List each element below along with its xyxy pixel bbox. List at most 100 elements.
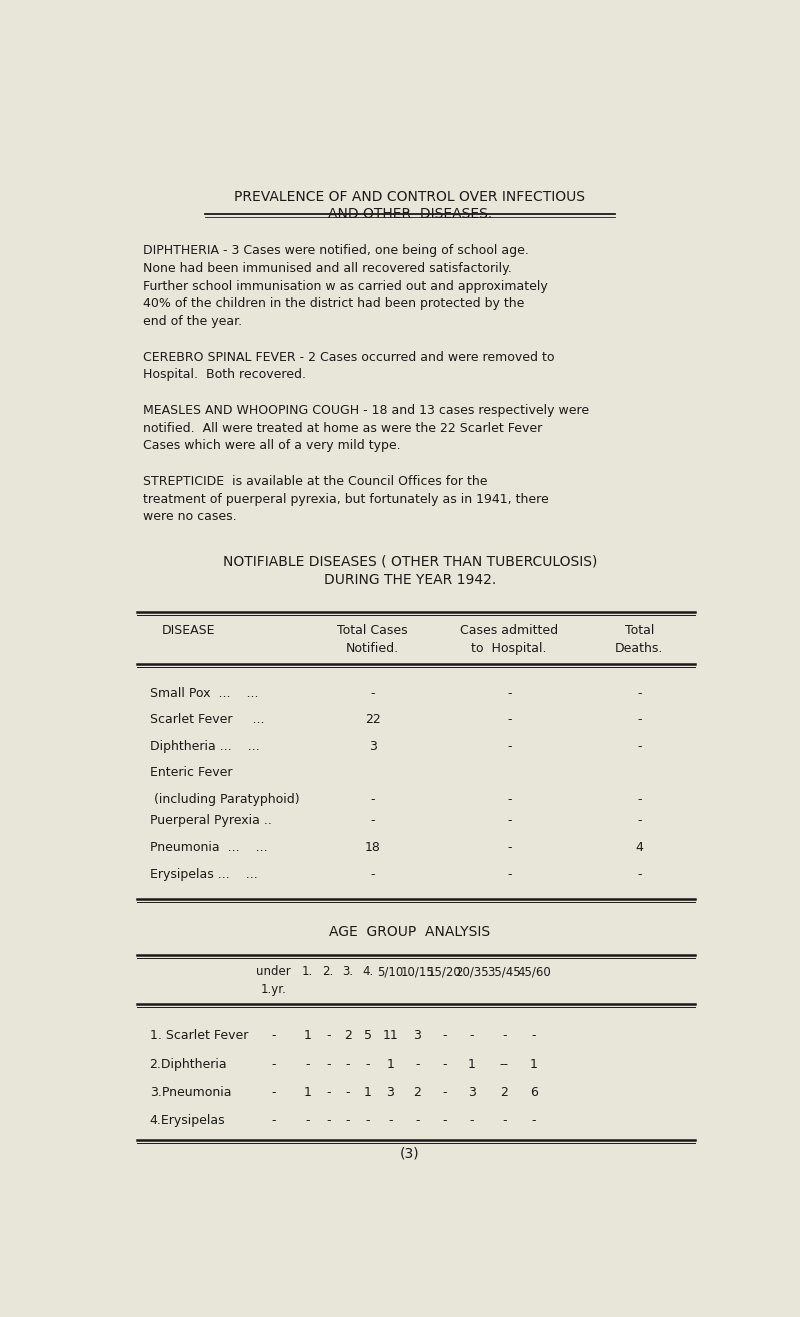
Text: 5/10: 5/10 — [377, 965, 403, 979]
Text: Enteric Fever: Enteric Fever — [150, 766, 232, 780]
Text: to  Hospital.: to Hospital. — [471, 641, 547, 655]
Text: Scarlet Fever     ...: Scarlet Fever ... — [150, 714, 264, 726]
Text: Total: Total — [625, 624, 654, 636]
Text: 3: 3 — [369, 740, 377, 753]
Text: 15/20: 15/20 — [428, 965, 462, 979]
Text: Further school immunisation w as carried out and approximately: Further school immunisation w as carried… — [143, 279, 548, 292]
Text: 20/35: 20/35 — [455, 965, 489, 979]
Text: -: - — [507, 714, 511, 726]
Text: notified.  All were treated at home as were the 22 Scarlet Fever: notified. All were treated at home as we… — [143, 421, 542, 435]
Text: -: - — [370, 814, 375, 827]
Text: DISEASE: DISEASE — [162, 624, 215, 636]
Text: Small Pox  ...    ...: Small Pox ... ... — [150, 686, 258, 699]
Text: -: - — [370, 868, 375, 881]
Text: 1: 1 — [304, 1029, 312, 1042]
Text: -: - — [346, 1087, 350, 1098]
Text: -: - — [507, 868, 511, 881]
Text: NOTIFIABLE DISEASES ( OTHER THAN TUBERCULOSIS): NOTIFIABLE DISEASES ( OTHER THAN TUBERCU… — [223, 554, 597, 569]
Text: 1: 1 — [468, 1058, 476, 1071]
Text: 4.Erysipelas: 4.Erysipelas — [150, 1114, 226, 1127]
Text: 1: 1 — [530, 1058, 538, 1071]
Text: -: - — [532, 1029, 536, 1042]
Text: -: - — [470, 1029, 474, 1042]
Text: 2: 2 — [414, 1087, 422, 1098]
Text: 2: 2 — [344, 1029, 352, 1042]
Text: -: - — [271, 1058, 276, 1071]
Text: 1.yr.: 1.yr. — [261, 982, 286, 996]
Text: None had been immunised and all recovered satisfactorily.: None had been immunised and all recovere… — [143, 262, 512, 275]
Text: -: - — [637, 868, 642, 881]
Text: 4: 4 — [635, 842, 643, 853]
Text: (3): (3) — [400, 1147, 420, 1160]
Text: Total Cases: Total Cases — [338, 624, 408, 636]
Text: -: - — [442, 1114, 447, 1127]
Text: -: - — [502, 1029, 506, 1042]
Text: 40% of the children in the district had been protected by the: 40% of the children in the district had … — [143, 298, 525, 311]
Text: DURING THE YEAR 1942.: DURING THE YEAR 1942. — [324, 573, 496, 586]
Text: -: - — [507, 740, 511, 753]
Text: AND OTHER  DISEASES.: AND OTHER DISEASES. — [328, 207, 492, 221]
Text: -: - — [346, 1058, 350, 1071]
Text: Puerperal Pyrexia ..: Puerperal Pyrexia .. — [150, 814, 271, 827]
Text: 10/15: 10/15 — [401, 965, 434, 979]
Text: -: - — [271, 1087, 276, 1098]
Text: -: - — [442, 1087, 447, 1098]
Text: treatment of puerperal pyrexia, but fortunately as in 1941, there: treatment of puerperal pyrexia, but fort… — [143, 493, 549, 506]
Text: Erysipelas ...    ...: Erysipelas ... ... — [150, 868, 258, 881]
Text: 22: 22 — [365, 714, 381, 726]
Text: -: - — [271, 1029, 276, 1042]
Text: -: - — [637, 793, 642, 806]
Text: 3: 3 — [468, 1087, 476, 1098]
Text: Deaths.: Deaths. — [615, 641, 663, 655]
Text: 18: 18 — [365, 842, 381, 853]
Text: end of the year.: end of the year. — [143, 315, 242, 328]
Text: under: under — [256, 965, 291, 979]
Text: -: - — [306, 1058, 310, 1071]
Text: -: - — [346, 1114, 350, 1127]
Text: 4.: 4. — [362, 965, 374, 979]
Text: -: - — [637, 714, 642, 726]
Text: 3: 3 — [386, 1087, 394, 1098]
Text: -: - — [306, 1114, 310, 1127]
Text: -: - — [271, 1114, 276, 1127]
Text: -: - — [370, 793, 375, 806]
Text: 3: 3 — [414, 1029, 422, 1042]
Text: 35/45: 35/45 — [487, 965, 521, 979]
Text: -: - — [507, 686, 511, 699]
Text: -: - — [442, 1058, 447, 1071]
Text: -: - — [637, 686, 642, 699]
Text: 1.: 1. — [302, 965, 314, 979]
Text: -: - — [415, 1114, 420, 1127]
Text: 5: 5 — [364, 1029, 372, 1042]
Text: -: - — [637, 740, 642, 753]
Text: 11: 11 — [382, 1029, 398, 1042]
Text: STREPTICIDE  is available at the Council Offices for the: STREPTICIDE is available at the Council … — [143, 475, 488, 487]
Text: 2.Diphtheria: 2.Diphtheria — [150, 1058, 227, 1071]
Text: -: - — [326, 1087, 330, 1098]
Text: AGE  GROUP  ANALYSIS: AGE GROUP ANALYSIS — [330, 925, 490, 939]
Text: -: - — [326, 1029, 330, 1042]
Text: -: - — [366, 1058, 370, 1071]
Text: Hospital.  Both recovered.: Hospital. Both recovered. — [143, 369, 306, 382]
Text: 6: 6 — [530, 1087, 538, 1098]
Text: -: - — [507, 793, 511, 806]
Text: -: - — [637, 814, 642, 827]
Text: -: - — [507, 814, 511, 827]
Text: --: -- — [500, 1058, 509, 1071]
Text: DIPHTHERIA - 3 Cases were notified, one being of school age.: DIPHTHERIA - 3 Cases were notified, one … — [143, 244, 530, 257]
Text: -: - — [370, 686, 375, 699]
Text: -: - — [326, 1058, 330, 1071]
Text: -: - — [532, 1114, 536, 1127]
Text: -: - — [415, 1058, 420, 1071]
Text: -: - — [442, 1029, 447, 1042]
Text: 1: 1 — [386, 1058, 394, 1071]
Text: 1. Scarlet Fever: 1. Scarlet Fever — [150, 1029, 248, 1042]
Text: 45/60: 45/60 — [517, 965, 551, 979]
Text: PREVALENCE OF AND CONTROL OVER INFECTIOUS: PREVALENCE OF AND CONTROL OVER INFECTIOU… — [234, 191, 586, 204]
Text: -: - — [326, 1114, 330, 1127]
Text: 3.: 3. — [342, 965, 354, 979]
Text: MEASLES AND WHOOPING COUGH - 18 and 13 cases respectively were: MEASLES AND WHOOPING COUGH - 18 and 13 c… — [143, 404, 590, 417]
Text: Notified.: Notified. — [346, 641, 399, 655]
Text: 2: 2 — [500, 1087, 508, 1098]
Text: Cases which were all of a very mild type.: Cases which were all of a very mild type… — [143, 440, 401, 453]
